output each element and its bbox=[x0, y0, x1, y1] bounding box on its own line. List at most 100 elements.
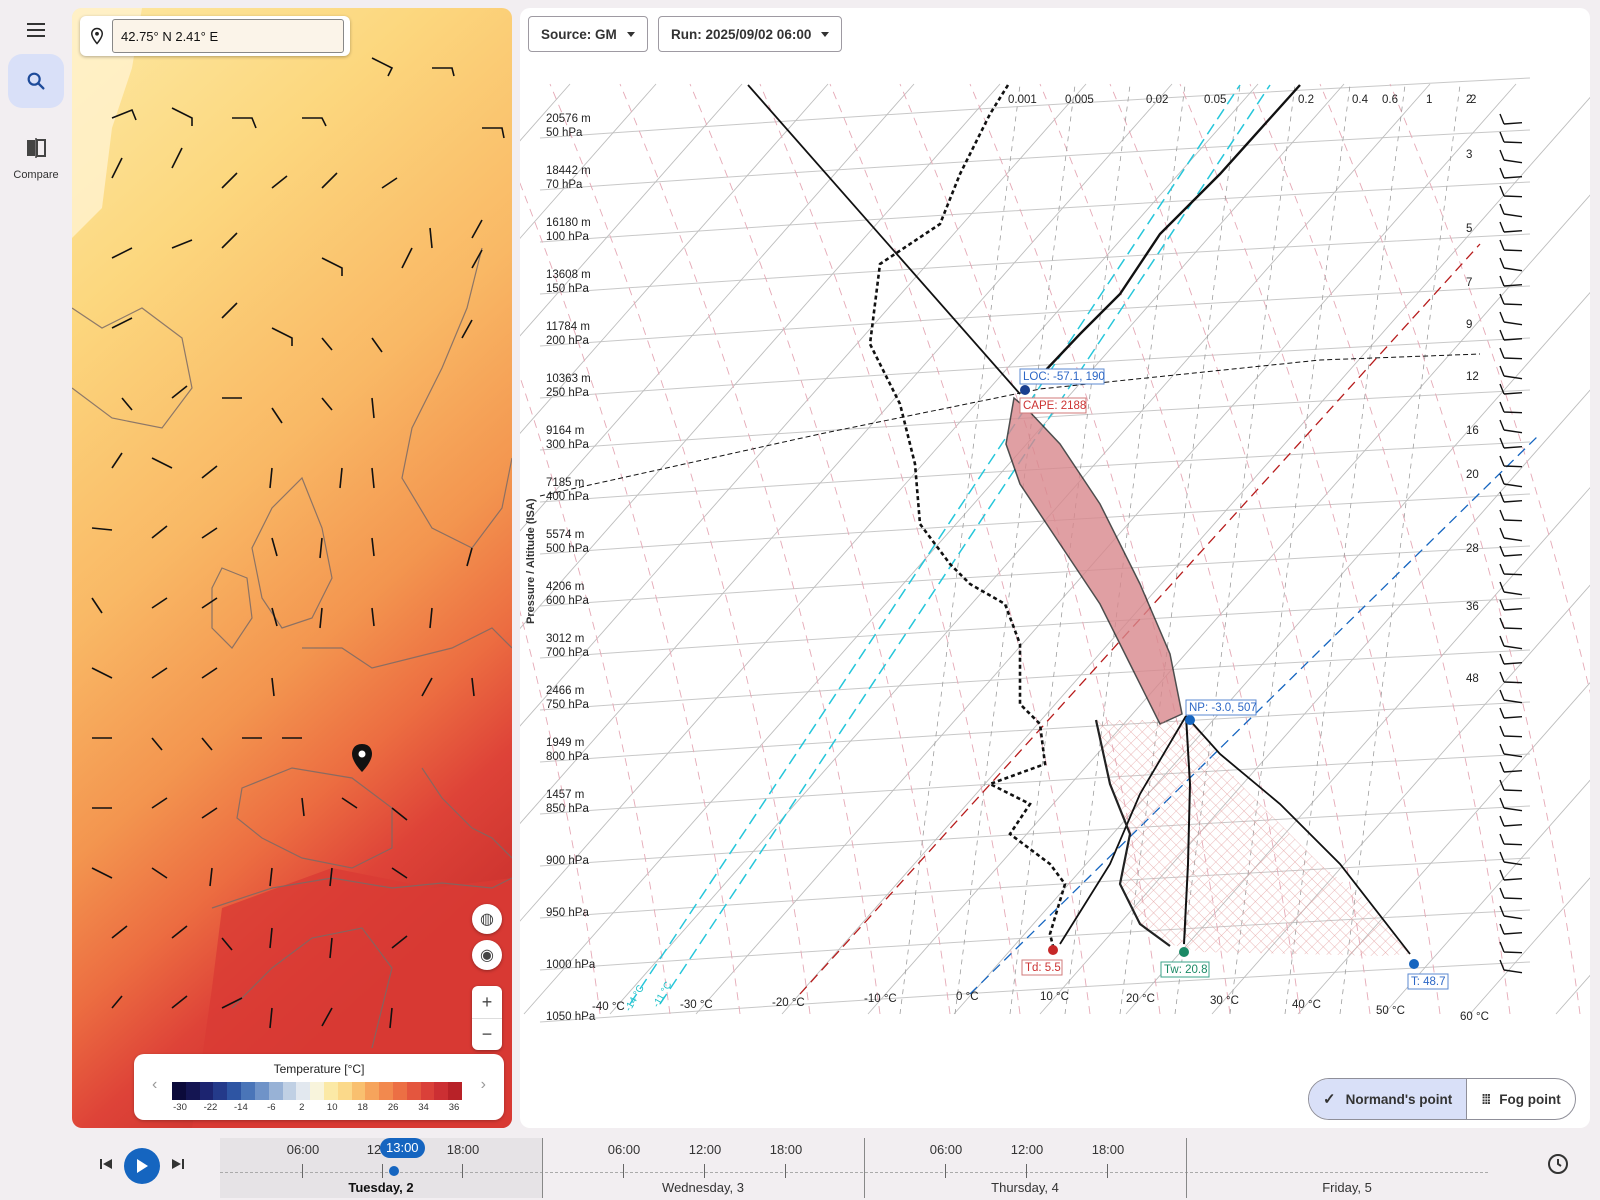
timeline-axis bbox=[220, 1172, 1488, 1173]
temperature-tick-label: 0 °C bbox=[956, 991, 979, 1003]
mixing-ratio-line bbox=[1174, 84, 1296, 1015]
wind-barb bbox=[1499, 149, 1523, 164]
wind-barb bbox=[1499, 563, 1523, 576]
day-label[interactable]: Thursday, 4 bbox=[991, 1180, 1059, 1195]
pressure-label: 1050 hPa bbox=[546, 1011, 596, 1023]
td-point[interactable] bbox=[1048, 945, 1058, 955]
wind-speed-labels: 2 3 5 7 9 12 16 20 28 36 48 bbox=[1466, 94, 1479, 685]
day-label[interactable]: Friday, 5 bbox=[1322, 1180, 1372, 1195]
hour-tick bbox=[462, 1164, 463, 1178]
pressure-label: 200 hPa bbox=[546, 335, 589, 347]
dry-adiabat bbox=[1109, 83, 1371, 1015]
run-dropdown[interactable]: Run: 2025/09/02 06:00 bbox=[658, 16, 843, 52]
skip-next-button[interactable] bbox=[166, 1152, 190, 1176]
altitude-label: 16180 m bbox=[546, 217, 591, 229]
legend-next-icon[interactable]: › bbox=[480, 1076, 486, 1093]
location-pin[interactable] bbox=[352, 744, 372, 772]
mixing-ratio-label: 1 bbox=[1426, 94, 1432, 106]
wind-barb bbox=[1499, 617, 1523, 630]
pressure-label: 100 hPa bbox=[546, 231, 589, 243]
compare-button[interactable]: Compare bbox=[4, 136, 68, 181]
fog-point-button[interactable]: ⁞⁞⁞ Fog point bbox=[1467, 1079, 1574, 1119]
skewt-axis-labels: Pressure / Altitude (ISA) 20576 m 50 hPa 1… bbox=[525, 94, 1489, 1023]
wind-barb bbox=[1499, 167, 1523, 179]
wind-barb bbox=[1499, 599, 1523, 611]
isobar-line bbox=[539, 545, 1531, 607]
isobar-line bbox=[539, 805, 1531, 867]
temperature-profile bbox=[747, 84, 1021, 395]
legend-swatch bbox=[393, 1082, 407, 1100]
mixing-ratio-line bbox=[954, 84, 1076, 1015]
search-icon bbox=[27, 72, 45, 90]
source-dropdown[interactable]: Source: GM bbox=[528, 16, 648, 52]
wind-barb bbox=[1499, 545, 1523, 557]
hour-label: 18:00 bbox=[446, 1142, 480, 1157]
day-label-current[interactable]: Tuesday, 2 bbox=[348, 1180, 414, 1195]
wind-speed-label: 5 bbox=[1466, 223, 1472, 235]
legend-swatch bbox=[379, 1082, 393, 1100]
wind-speed-label: 16 bbox=[1466, 425, 1479, 437]
mixing-ratio-label: 0.005 bbox=[1065, 94, 1094, 106]
mixing-ratio-line bbox=[899, 84, 1021, 1015]
wind-barb bbox=[1499, 761, 1523, 773]
loc-point[interactable] bbox=[1020, 385, 1030, 395]
cin-area bbox=[1096, 716, 1410, 956]
coordinate-input[interactable] bbox=[112, 19, 344, 53]
play-button[interactable] bbox=[124, 1148, 160, 1184]
search-button[interactable] bbox=[8, 54, 64, 108]
isotherm-line bbox=[520, 83, 1001, 630]
compass-button[interactable]: ◉ bbox=[472, 940, 502, 970]
fog-grid-icon: ⁞⁞⁞ bbox=[1481, 1091, 1491, 1107]
wind-barb bbox=[1499, 707, 1523, 719]
zoom-out-button[interactable]: − bbox=[472, 1018, 502, 1050]
isobar-line bbox=[539, 649, 1531, 711]
legend-swatch bbox=[351, 1082, 366, 1100]
skip-previous-button[interactable] bbox=[94, 1152, 118, 1176]
tw-label: Tw: 20.8 bbox=[1164, 964, 1207, 976]
altitude-label: 1949 m bbox=[546, 737, 584, 749]
zoom-in-button[interactable]: + bbox=[481, 991, 493, 1012]
pressure-label: 750 hPa bbox=[546, 699, 589, 711]
wind-barb bbox=[1499, 851, 1523, 866]
pressure-level-labels: 20576 m 50 hPa 18442 m 70 hPa 16180 m 100 hPa… bbox=[546, 113, 596, 1023]
isotherm-line bbox=[781, 96, 1590, 1015]
skewt-background-lines bbox=[520, 77, 1590, 1023]
globe-button[interactable]: ◍ bbox=[472, 904, 502, 934]
current-time-handle[interactable] bbox=[389, 1166, 399, 1176]
isobar-line bbox=[539, 961, 1531, 1023]
zoom-control: + − bbox=[472, 986, 502, 1050]
isobar-line bbox=[539, 77, 1531, 139]
t-point[interactable] bbox=[1409, 959, 1419, 969]
clock-icon bbox=[1548, 1154, 1568, 1174]
cape-label: CAPE: 2188 bbox=[1023, 400, 1086, 412]
temperature-map[interactable]: ◍ ◉ + − Temperature [°C] ‹ › -30 -22 -14 -6… bbox=[72, 8, 512, 1128]
pressure-label: 950 hPa bbox=[546, 907, 589, 919]
timeline-track[interactable]: 06:00 12:00 18:00 06:00 12:00 18:00 06:0… bbox=[220, 1136, 1510, 1200]
zero-blue-line bbox=[969, 433, 1541, 995]
temperature-tick-label: 20 °C bbox=[1126, 993, 1155, 1005]
altitude-label: 4206 m bbox=[546, 581, 584, 593]
wind-barb bbox=[1499, 725, 1523, 738]
hour-tick bbox=[302, 1164, 303, 1178]
map-canvas[interactable] bbox=[72, 8, 512, 1128]
normands-point-button[interactable]: ✓ Normand's point bbox=[1309, 1079, 1468, 1119]
pressure-label: 900 hPa bbox=[546, 855, 589, 867]
globe-icon: ◍ bbox=[480, 911, 494, 928]
day-label[interactable]: Wednesday, 3 bbox=[662, 1180, 744, 1195]
legend-prev-icon[interactable]: ‹ bbox=[152, 1076, 158, 1093]
isobar-line bbox=[539, 753, 1531, 815]
wind-speed-label: 3 bbox=[1466, 149, 1472, 161]
wind-barb bbox=[1499, 221, 1523, 233]
wind-barbs bbox=[91, 57, 505, 1029]
mixing-ratio-label: 0.001 bbox=[1008, 94, 1037, 106]
np-point[interactable] bbox=[1185, 715, 1195, 725]
skew-t-diagram[interactable]: Pressure / Altitude (ISA) 20576 m 50 hPa 1… bbox=[520, 64, 1590, 1064]
env-profile-curve bbox=[1094, 719, 1171, 947]
current-time-badge[interactable]: 13:00 bbox=[380, 1138, 425, 1158]
clock-button[interactable] bbox=[1544, 1150, 1572, 1178]
menu-icon[interactable] bbox=[20, 14, 52, 46]
tw-point[interactable] bbox=[1179, 947, 1189, 957]
legend-swatch bbox=[406, 1082, 421, 1100]
wind-barb bbox=[1499, 401, 1523, 414]
legend-swatch bbox=[296, 1082, 311, 1100]
